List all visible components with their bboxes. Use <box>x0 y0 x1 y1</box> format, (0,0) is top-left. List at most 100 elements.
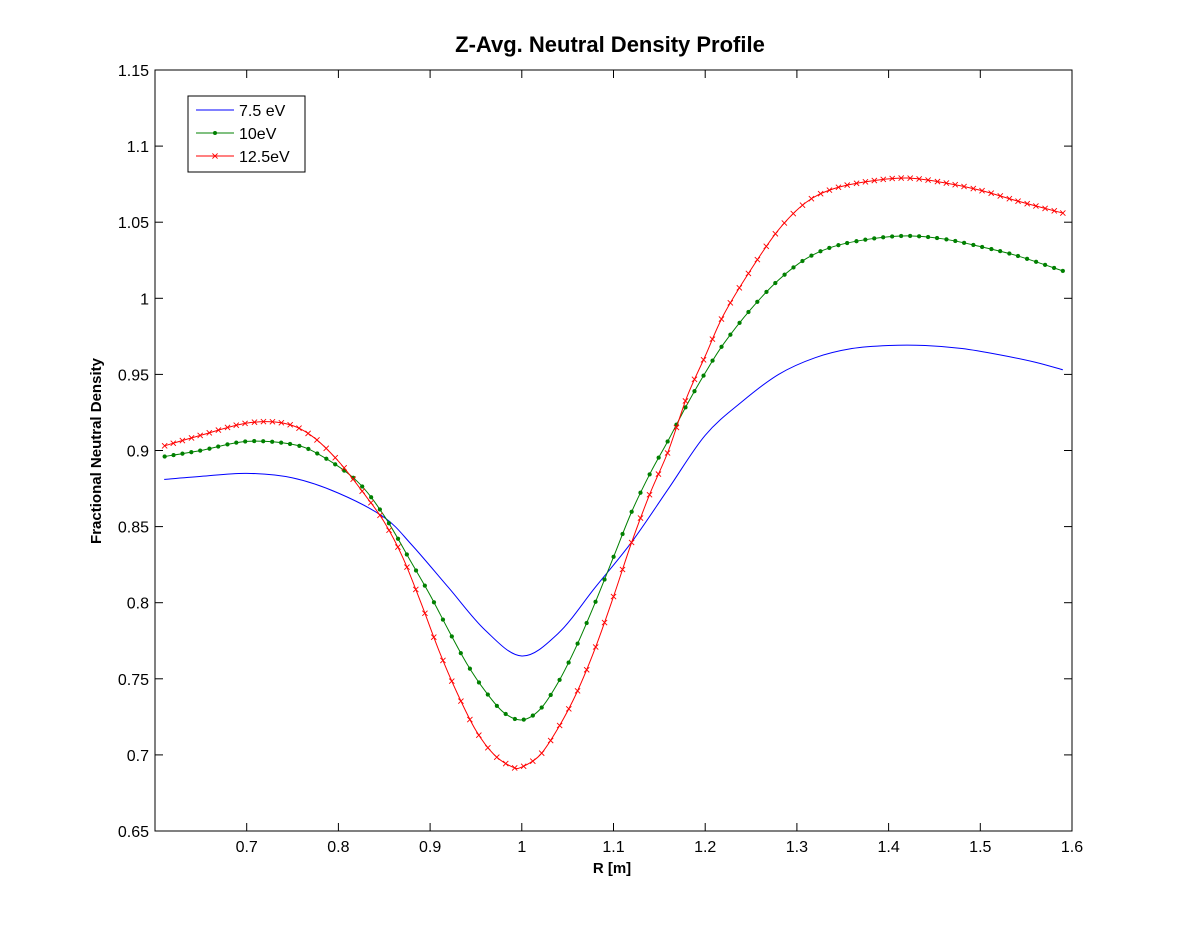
data-point <box>565 705 572 712</box>
data-point <box>1060 268 1065 274</box>
data-point <box>755 299 760 304</box>
data-point <box>907 175 914 182</box>
axes-box <box>154 69 1073 832</box>
legend-label: 12.5eV <box>239 149 290 166</box>
data-point <box>503 711 508 717</box>
data-point <box>251 419 258 426</box>
data-point <box>610 593 617 600</box>
data-point <box>880 176 887 183</box>
data-point <box>997 193 1004 199</box>
data-point <box>485 692 490 697</box>
data-point <box>709 336 716 343</box>
data-point <box>728 332 733 337</box>
data-point <box>773 280 778 286</box>
data-point <box>583 666 590 673</box>
data-point <box>270 439 275 444</box>
data-point <box>575 641 580 646</box>
data-point <box>989 246 994 252</box>
data-point <box>862 178 869 185</box>
data-point <box>161 442 168 449</box>
data-point <box>979 187 985 194</box>
data-point <box>898 233 904 239</box>
data-point <box>476 680 482 685</box>
data-point <box>845 240 850 246</box>
data-point <box>556 722 563 729</box>
data-point <box>584 620 589 626</box>
data-point <box>619 566 626 573</box>
data-point <box>529 758 536 765</box>
data-point <box>242 420 248 427</box>
data-point <box>620 531 625 537</box>
data-point <box>494 703 500 709</box>
data-point <box>817 190 824 197</box>
data-point <box>422 583 427 588</box>
data-point <box>827 245 832 251</box>
data-point <box>710 358 715 363</box>
data-point <box>881 235 886 240</box>
data-point <box>907 233 913 239</box>
data-point <box>593 599 598 604</box>
data-point <box>826 187 833 194</box>
data-point <box>189 450 194 455</box>
data-point <box>449 634 454 639</box>
data-point <box>682 398 689 404</box>
legend: 7.5 eV 10eV 12.5eV <box>187 95 306 173</box>
data-point <box>988 190 995 197</box>
data-point <box>548 692 553 698</box>
legend-entry: 12.5eV <box>196 149 290 166</box>
data-point <box>638 490 643 495</box>
data-point <box>306 446 311 452</box>
data-point <box>557 677 562 683</box>
data-point <box>961 183 967 190</box>
series-1 <box>162 233 1065 722</box>
data-point <box>925 234 931 240</box>
data-point <box>664 450 671 456</box>
x-tick-label: 1.6 <box>1061 839 1083 856</box>
data-point <box>359 488 366 495</box>
data-point <box>547 737 554 744</box>
data-point <box>530 713 535 718</box>
data-point <box>944 237 949 242</box>
data-point <box>673 424 680 431</box>
data-point <box>934 235 940 241</box>
data-point <box>692 389 697 394</box>
data-point <box>1042 205 1049 212</box>
data-point <box>916 175 923 182</box>
y-tick-label: 0.9 <box>127 444 149 461</box>
data-point <box>404 552 409 557</box>
data-point <box>566 660 571 665</box>
data-point <box>970 185 977 192</box>
data-point <box>1033 259 1039 264</box>
data-point <box>592 644 599 650</box>
data-point <box>170 440 177 447</box>
data-point <box>889 175 896 182</box>
data-point <box>854 239 859 244</box>
data-point <box>961 240 967 245</box>
data-point <box>808 195 815 202</box>
data-point <box>493 754 500 761</box>
data-point <box>764 289 769 295</box>
data-point <box>745 270 752 277</box>
data-point <box>188 434 195 441</box>
data-point <box>511 765 518 771</box>
data-point <box>691 376 698 383</box>
data-point <box>484 744 491 751</box>
data-point <box>440 657 446 664</box>
data-point <box>394 544 401 550</box>
data-point <box>655 471 662 478</box>
data-point <box>646 491 653 498</box>
data-point <box>971 242 976 248</box>
data-point <box>943 180 950 187</box>
data-point <box>305 430 312 437</box>
data-point <box>800 258 805 264</box>
data-point <box>180 451 185 456</box>
data-point <box>243 439 248 444</box>
data-point <box>718 316 725 322</box>
data-point <box>934 178 941 185</box>
data-point <box>916 234 922 239</box>
data-point <box>835 184 842 191</box>
data-point <box>260 418 267 425</box>
data-point <box>252 438 257 444</box>
y-tick-label: 0.65 <box>118 824 149 841</box>
data-point <box>602 577 607 582</box>
